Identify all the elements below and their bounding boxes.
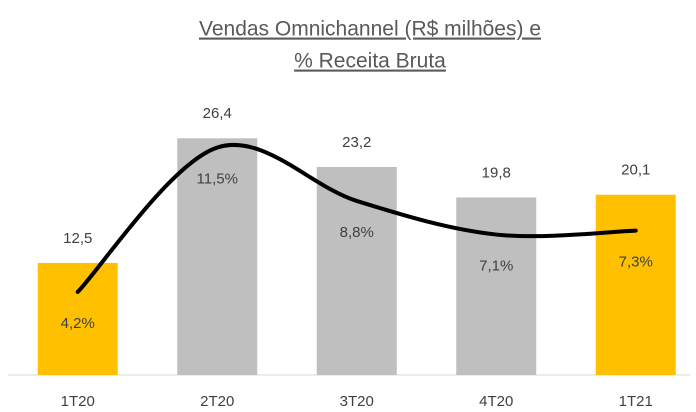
x-tick-label: 1T20 <box>61 393 95 410</box>
chart-title: Vendas Omnichannel (R$ milhões) e <box>199 18 541 41</box>
chart-title: % Receita Bruta <box>294 50 446 73</box>
bar <box>595 194 676 375</box>
data-label: 23,2 <box>342 134 371 151</box>
data-label: 7,1% <box>479 258 513 275</box>
x-tick-label: 1T21 <box>619 393 653 410</box>
bar <box>456 197 537 375</box>
x-tick-label: 4T20 <box>479 393 513 410</box>
bar <box>37 262 118 375</box>
bar <box>177 138 258 375</box>
data-label: 19,8 <box>482 164 511 181</box>
data-label: 4,2% <box>61 315 95 332</box>
line <box>75 143 638 294</box>
x-tick-label: 2T20 <box>200 393 234 410</box>
data-label: 12,5 <box>63 230 92 247</box>
data-label: 7,3% <box>619 254 653 271</box>
x-tick-label: 3T20 <box>340 393 374 410</box>
data-label: 26,4 <box>203 105 232 122</box>
data-label: 11,5% <box>197 171 238 188</box>
data-label: 8,8% <box>340 224 374 241</box>
bar <box>316 166 397 375</box>
data-label: 20,1 <box>621 162 650 179</box>
